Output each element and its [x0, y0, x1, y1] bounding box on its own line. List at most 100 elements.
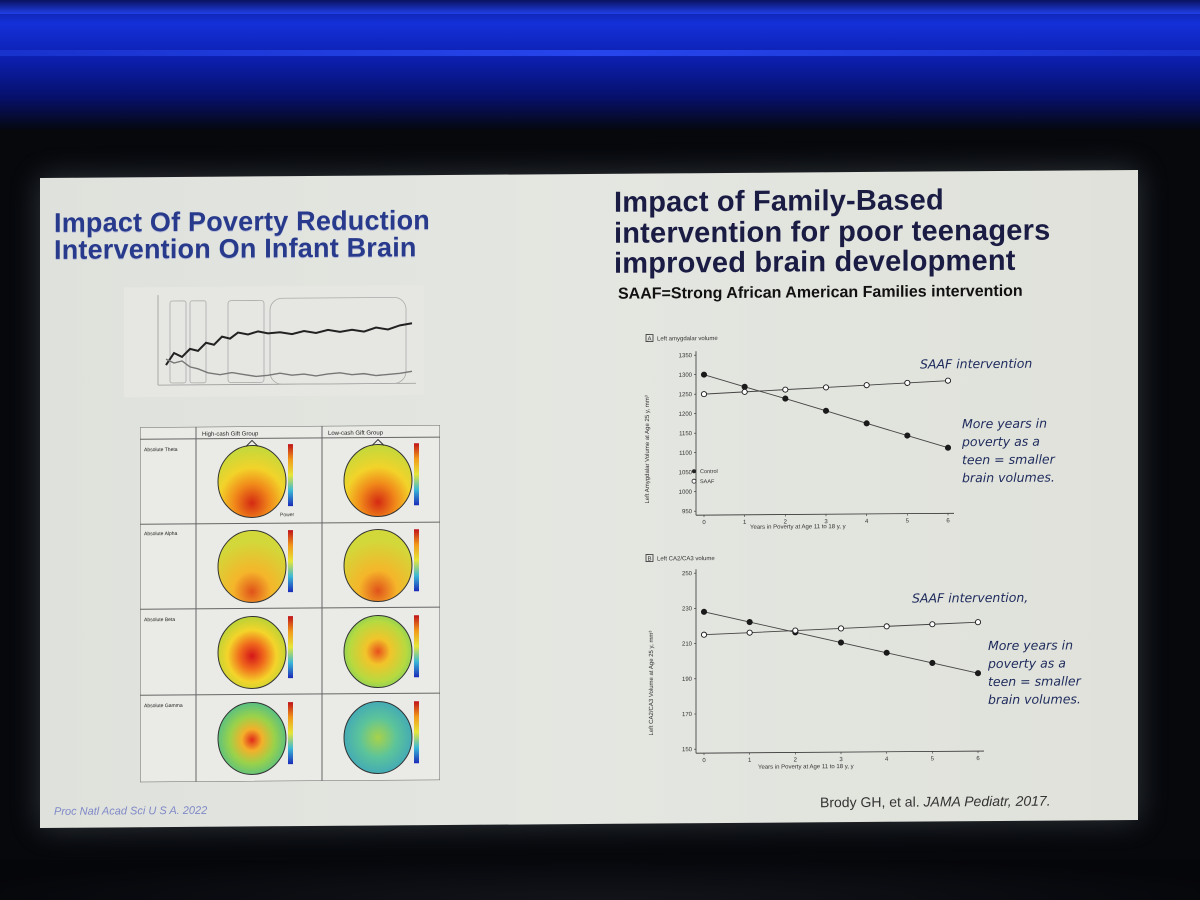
chart-b-point-control — [929, 659, 936, 667]
chart-a-x-tick-label: 3 — [824, 519, 828, 525]
topo-row-label-beta: Absolute Beta — [144, 617, 175, 623]
chart-b-point-control — [700, 608, 708, 615]
chart-b-y-tick-label: 190 — [682, 677, 693, 683]
chart-a-y-tick-label: 950 — [682, 509, 693, 515]
chart-b-point-saaf — [837, 625, 845, 632]
eeg-trace-svg — [124, 285, 424, 398]
stage-backdrop — [0, 0, 1200, 130]
chart-a-panel-letter: A — [648, 337, 652, 343]
chart-b-ann-line-3: teen = smaller — [988, 673, 1081, 690]
chart-a-ann-line-3: teen = smaller — [962, 451, 1055, 468]
chart-a-xlabel: Years in Poverty at Age 11 to 18 y, y — [750, 524, 846, 531]
eeg-power-trace-figure — [124, 285, 424, 398]
legend-control-label: Control — [700, 469, 718, 475]
chart-b-y-tick-label: 230 — [682, 606, 693, 612]
chart-b-point-control — [974, 670, 982, 677]
chart-b-saaf-annotation: SAAF intervention, — [912, 589, 1029, 606]
right-title-line-1: Impact of Family-Based — [614, 184, 944, 219]
citation-journal: JAMA Pediatr, — [923, 792, 1012, 810]
chart-a-ylabel: Left Amygdalar Volume at Age 25 y, mm³ — [645, 395, 651, 503]
citation-year: 2017. — [1015, 792, 1051, 809]
chart-a-series — [700, 371, 952, 451]
chart-a-point-control — [904, 432, 911, 439]
chart-b-axes — [695, 569, 984, 754]
audience-silhouettes — [0, 860, 1200, 900]
chart-a-x-tick-label: 2 — [784, 520, 788, 526]
chart-a-point-control — [741, 383, 748, 390]
chart-a-y-tick-label: 1250 — [679, 392, 693, 398]
chart-b-point-control — [837, 639, 845, 646]
chart-a-x-tick-label: 4 — [865, 519, 869, 525]
chart-b-title: Left CA2/CA3 volume — [657, 556, 715, 562]
chart-b-poverty-annotation: More years in poverty as a teen = smalle… — [988, 636, 1081, 709]
topo-row-label-gamma: Absolute Gamma — [144, 703, 183, 709]
chart-b-svg: B Left CA2/CA3 volume Left CA2/CA3 Volum… — [645, 554, 984, 771]
chart-b-x-axis — [696, 750, 984, 754]
chart-a-point-saaf — [904, 379, 911, 386]
left-citation: Proc Natl Acad Sci U S A. 2022 — [54, 804, 208, 818]
right-title-line-3: improved brain development — [614, 245, 1016, 281]
chart-a-y-tick-label: 1350 — [679, 353, 693, 359]
chart-b-ann-line-1: More years in — [988, 637, 1074, 654]
topo-map-theta-low — [343, 438, 419, 518]
chart-a-y-tick-label: 1100 — [679, 451, 693, 457]
legend-saaf-label: SAAF — [700, 479, 715, 485]
topo-row-label-alpha: Absolute Alpha — [144, 531, 178, 537]
topo-col-header-low: Low-cash Gift Group — [328, 430, 384, 436]
chart-a-point-control — [822, 407, 830, 414]
chart-b-point-control — [746, 619, 753, 626]
chart-a-x-tick-label: 6 — [946, 518, 950, 524]
topo-map-alpha-high — [217, 529, 293, 603]
chart-a-point-saaf — [700, 391, 708, 398]
chart-a-point-saaf — [741, 388, 748, 395]
chart-a-point-control — [944, 444, 952, 451]
chart-b-point-saaf — [700, 631, 708, 638]
chart-a-point-control — [700, 371, 708, 378]
chart-b-ylabel: Left CA2/CA3 Volume at Age 25 y, mm³ — [649, 631, 655, 736]
chart-b-y-tick-label: 210 — [682, 642, 693, 648]
chart-a-saaf-annotation: SAAF intervention — [920, 355, 1033, 372]
chart-b-point-saaf — [974, 619, 982, 626]
chart-b-ann-line-4: brain volumes. — [988, 691, 1081, 708]
left-title-line-2: Intervention On Infant Brain — [54, 232, 417, 265]
chart-a-poverty-annotation: More years in poverty as a teen = smalle… — [962, 415, 1055, 488]
power-label: Power — [280, 512, 295, 518]
chart-a-point-saaf — [863, 382, 870, 389]
chart-b-x-tick-label: 5 — [931, 756, 935, 762]
chart-a-point-saaf — [822, 384, 830, 391]
chart-b-x-tick-label: 2 — [794, 757, 798, 763]
chart-a-x-tick-label: 1 — [743, 520, 747, 526]
topo-map-gamma-low — [343, 701, 419, 775]
topo-map-gamma-high — [217, 701, 293, 775]
chart-a-y-tick-label: 1300 — [679, 373, 693, 379]
chart-b-x-tick-label: 1 — [748, 758, 752, 764]
chart-a-ann-line-2: poverty as a — [962, 433, 1040, 450]
chart-b-x-tick-label: 6 — [976, 756, 980, 762]
chart-b-point-saaf — [883, 623, 890, 630]
chart-b-y-tick-label: 170 — [682, 712, 693, 718]
presentation-slide: Impact Of Poverty Reduction Intervention… — [40, 169, 1138, 828]
chart-b-x-tick-label: 3 — [839, 757, 843, 763]
chart-a-y-tick-label: 1050 — [679, 470, 693, 476]
chart-b-y-tick-label: 250 — [682, 571, 693, 577]
topo-row-label-theta: Absolute Theta — [144, 447, 178, 453]
chart-a-y-tick-label: 1000 — [679, 490, 693, 496]
chart-b-x-tick-label: 4 — [885, 757, 889, 763]
chart-b-y-ticks: 150 170 190 210 230 250 — [682, 571, 696, 753]
topo-col-header-high: High-cash Gift Group — [202, 431, 259, 437]
chart-a-x-tick-label: 0 — [702, 520, 706, 526]
topography-svg: High-cash Gift Group Low-cash Gift Group… — [139, 424, 441, 783]
right-slide-title: Impact of Family-Based intervention for … — [614, 184, 1050, 281]
topo-map-beta-low — [343, 615, 419, 689]
topo-map-alpha-low — [343, 529, 419, 603]
chart-a-svg: A Left amygdalar volume Left Amygdalar V… — [645, 334, 954, 531]
chart-b-point-saaf — [746, 629, 753, 636]
chart-a-y-tick-label: 1200 — [679, 412, 693, 418]
chart-b-point-saaf — [792, 627, 799, 634]
chart-b-x-tick-label: 0 — [702, 758, 706, 764]
chart-a-x-axis — [696, 512, 954, 516]
chart-b-xlabel: Years in Poverty at Age 11 to 18 y, y — [758, 764, 854, 771]
chart-a-ann-line-1: More years in — [962, 415, 1048, 432]
chart-b-y-tick-label: 150 — [682, 747, 693, 753]
right-citation: Brody GH, et al. JAMA Pediatr, 2017. — [820, 793, 1051, 811]
